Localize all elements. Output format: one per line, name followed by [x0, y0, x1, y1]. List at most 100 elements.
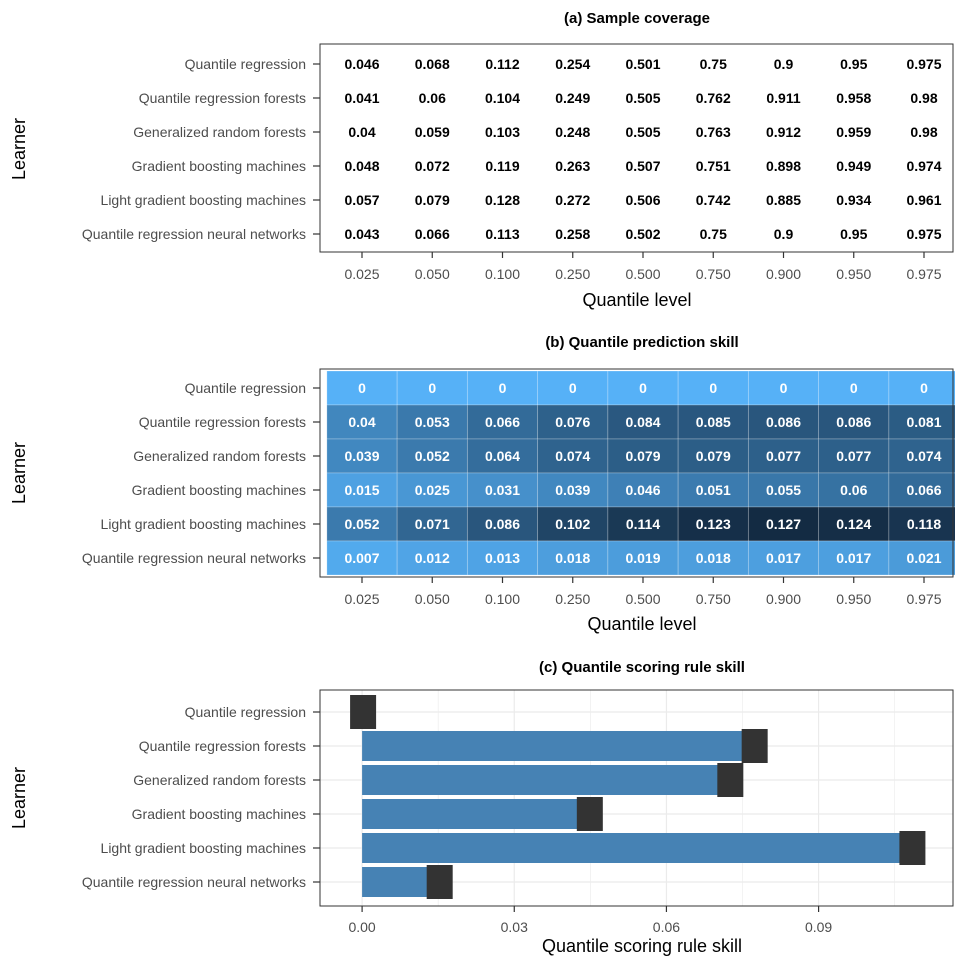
panel-b-cell-values: 0 0 0 0 0 0 0 0 0 0.04 0.053 0.066 0.076 0.084 0.085 0.… — [344, 380, 941, 566]
x-tick-label-0-250: 0.250 — [555, 266, 590, 282]
skill-value-quantile-regression-0-500: 0 — [639, 380, 647, 396]
skill-value-quantile-regression-forests-0-250: 0.076 — [555, 414, 590, 430]
coverage-value-quantile-regression-0-975: 0.975 — [906, 56, 941, 72]
coverage-value-light-gradient-boosting-machines-0-750: 0.742 — [696, 192, 731, 208]
skill-value-gradient-boosting-machines-0-025: 0.015 — [344, 482, 379, 498]
heatmap-tile-quantile-regression-neural-networks-0-250 — [537, 540, 609, 576]
panel-a-cell-values: 0.046 0.068 0.112 0.254 0.501 0.75 0.9 0.95 0.97… — [344, 56, 941, 242]
coverage-value-gradient-boosting-machines-0-250: 0.263 — [555, 158, 590, 174]
panel-a-row-labels: Quantile regression Quantile regression f… — [82, 56, 306, 242]
heatmap-tile-quantile-regression-neural-networks-0-750 — [677, 540, 749, 576]
skill-value-quantile-regression-forests-0-025: 0.04 — [348, 414, 375, 430]
skill-value-gradient-boosting-machines-0-900: 0.055 — [766, 482, 801, 498]
skill-value-light-gradient-boosting-machines-0-975: 0.118 — [907, 516, 941, 532]
heatmap-tile-generalized-random-forests-0-025 — [326, 438, 398, 474]
row-label-quantile-regression-neural-networks: Quantile regression neural networks — [82, 550, 306, 566]
x-tick-label-0-975: 0.975 — [906, 591, 941, 607]
coverage-value-gradient-boosting-machines-0-050: 0.072 — [415, 158, 450, 174]
skill-value-generalized-random-forests-0-050: 0.052 — [415, 448, 450, 464]
skill-value-generalized-random-forests-0-750: 0.079 — [696, 448, 731, 464]
row-label-quantile-regression-forests: Quantile regression forests — [139, 738, 306, 754]
row-label-quantile-regression-forests: Quantile regression forests — [139, 414, 306, 430]
bar-quantile-regression-forests — [362, 731, 754, 761]
skill-value-gradient-boosting-machines-0-100: 0.031 — [485, 482, 520, 498]
skill-value-light-gradient-boosting-machines-0-950: 0.124 — [836, 516, 871, 532]
coverage-value-generalized-random-forests-0-500: 0.505 — [625, 124, 660, 140]
coverage-value-quantile-regression-forests-0-950: 0.958 — [836, 90, 871, 106]
panel-a-x-ticks — [361, 252, 925, 258]
skill-value-generalized-random-forests-0-250: 0.074 — [555, 448, 590, 464]
skill-value-generalized-random-forests-0-100: 0.064 — [485, 448, 520, 464]
coverage-value-light-gradient-boosting-machines-0-050: 0.079 — [415, 192, 450, 208]
skill-value-quantile-regression-neural-networks-0-050: 0.012 — [415, 550, 450, 566]
panel-c-row-labels: Quantile regression Quantile regression f… — [82, 704, 306, 890]
skill-value-light-gradient-boosting-machines-0-100: 0.086 — [485, 516, 520, 532]
panel-b-x-ticks — [361, 577, 925, 583]
heatmap-tile-generalized-random-forests-0-250 — [537, 438, 609, 474]
skill-value-generalized-random-forests-0-500: 0.079 — [625, 448, 660, 464]
heatmap-tile-quantile-regression-forests-0-900 — [747, 404, 820, 440]
row-label-quantile-regression: Quantile regression — [185, 380, 306, 396]
skill-value-generalized-random-forests-0-975: 0.074 — [906, 448, 941, 464]
panel-c-y-axis-title: Learner — [9, 767, 29, 829]
coverage-value-gradient-boosting-machines-0-900: 0.898 — [766, 158, 801, 174]
coverage-value-gradient-boosting-machines-0-500: 0.507 — [625, 158, 660, 174]
row-label-light-gradient-boosting-machines: Light gradient boosting machines — [101, 192, 306, 208]
coverage-value-quantile-regression-neural-networks-0-025: 0.043 — [344, 226, 379, 242]
panel-b-heatmap-tiles — [326, 370, 955, 576]
panel-b-y-ticks — [313, 387, 320, 559]
skill-value-quantile-regression-0-975: 0 — [920, 380, 928, 396]
heatmap-tile-quantile-regression-neural-networks-0-975 — [888, 540, 955, 576]
skill-value-light-gradient-boosting-machines-0-250: 0.102 — [555, 516, 590, 532]
row-label-gradient-boosting-machines: Gradient boosting machines — [132, 158, 306, 174]
skill-value-quantile-regression-0-750: 0 — [709, 380, 717, 396]
heatmap-tile-gradient-boosting-machines-0-900 — [747, 472, 820, 508]
coverage-value-quantile-regression-0-750: 0.75 — [700, 56, 727, 72]
x-tick-label-0-025: 0.025 — [344, 266, 379, 282]
skill-value-gradient-boosting-machines-0-750: 0.051 — [696, 482, 731, 498]
x-tick-label-0-00: 0.00 — [348, 919, 375, 935]
skill-value-quantile-regression-forests-0-750: 0.085 — [696, 414, 731, 430]
coverage-value-light-gradient-boosting-machines-0-025: 0.057 — [344, 192, 379, 208]
coverage-value-generalized-random-forests-0-950: 0.959 — [836, 124, 871, 140]
skill-value-light-gradient-boosting-machines-0-900: 0.127 — [766, 516, 801, 532]
coverage-value-gradient-boosting-machines-0-750: 0.751 — [696, 158, 731, 174]
panel-a-title: (a) Sample coverage — [564, 10, 710, 27]
x-tick-label-0-900: 0.900 — [766, 266, 801, 282]
panel-b-border — [319, 368, 954, 578]
coverage-value-gradient-boosting-machines-0-100: 0.119 — [485, 158, 519, 174]
row-label-quantile-regression-neural-networks: Quantile regression neural networks — [82, 874, 306, 890]
skill-value-quantile-regression-forests-0-500: 0.084 — [625, 414, 660, 430]
coverage-value-quantile-regression-neural-networks-0-500: 0.502 — [625, 226, 660, 242]
skill-value-light-gradient-boosting-machines-0-750: 0.123 — [696, 516, 731, 532]
panel-a-border — [319, 43, 954, 253]
panel-b-title: (b) Quantile prediction skill — [545, 334, 738, 351]
coverage-value-gradient-boosting-machines-0-025: 0.048 — [344, 158, 379, 174]
coverage-value-generalized-random-forests-0-750: 0.763 — [696, 124, 731, 140]
skill-value-gradient-boosting-machines-0-250: 0.039 — [555, 482, 590, 498]
x-tick-label-0-100: 0.100 — [485, 266, 520, 282]
x-tick-label-0-06: 0.06 — [653, 919, 680, 935]
skill-value-quantile-regression-0-250: 0 — [569, 380, 577, 396]
x-tick-label-0-750: 0.750 — [696, 591, 731, 607]
coverage-value-quantile-regression-neural-networks-0-050: 0.066 — [415, 226, 450, 242]
bar-end-marker-quantile-regression-forests — [741, 729, 768, 763]
coverage-value-quantile-regression-neural-networks-0-250: 0.258 — [555, 226, 590, 242]
skill-value-quantile-regression-0-950: 0 — [850, 380, 858, 396]
heatmap-tile-quantile-regression-neural-networks-0-900 — [747, 540, 820, 576]
coverage-value-gradient-boosting-machines-0-950: 0.949 — [836, 158, 871, 174]
x-tick-label-0-500: 0.500 — [625, 266, 660, 282]
coverage-value-quantile-regression-forests-0-050: 0.06 — [419, 90, 446, 106]
x-tick-label-0-975: 0.975 — [906, 266, 941, 282]
coverage-value-quantile-regression-forests-0-975: 0.98 — [910, 90, 937, 106]
skill-value-quantile-regression-neural-networks-0-975: 0.021 — [906, 550, 941, 566]
panel-a-y-ticks — [313, 63, 320, 235]
row-label-light-gradient-boosting-machines: Light gradient boosting machines — [101, 516, 306, 532]
coverage-value-generalized-random-forests-0-025: 0.04 — [348, 124, 375, 140]
x-tick-label-0-950: 0.950 — [836, 591, 871, 607]
panel-quantile-scoring-rule-skill: (c) Quantile scoring rule skill Quantile… — [9, 659, 954, 956]
skill-value-light-gradient-boosting-machines-0-500: 0.114 — [626, 516, 660, 532]
heatmap-tile-generalized-random-forests-0-950 — [818, 438, 890, 474]
heatmap-tile-quantile-regression-neural-networks-0-050 — [396, 540, 468, 576]
heatmap-tile-light-gradient-boosting-machines-0-500 — [607, 506, 679, 542]
